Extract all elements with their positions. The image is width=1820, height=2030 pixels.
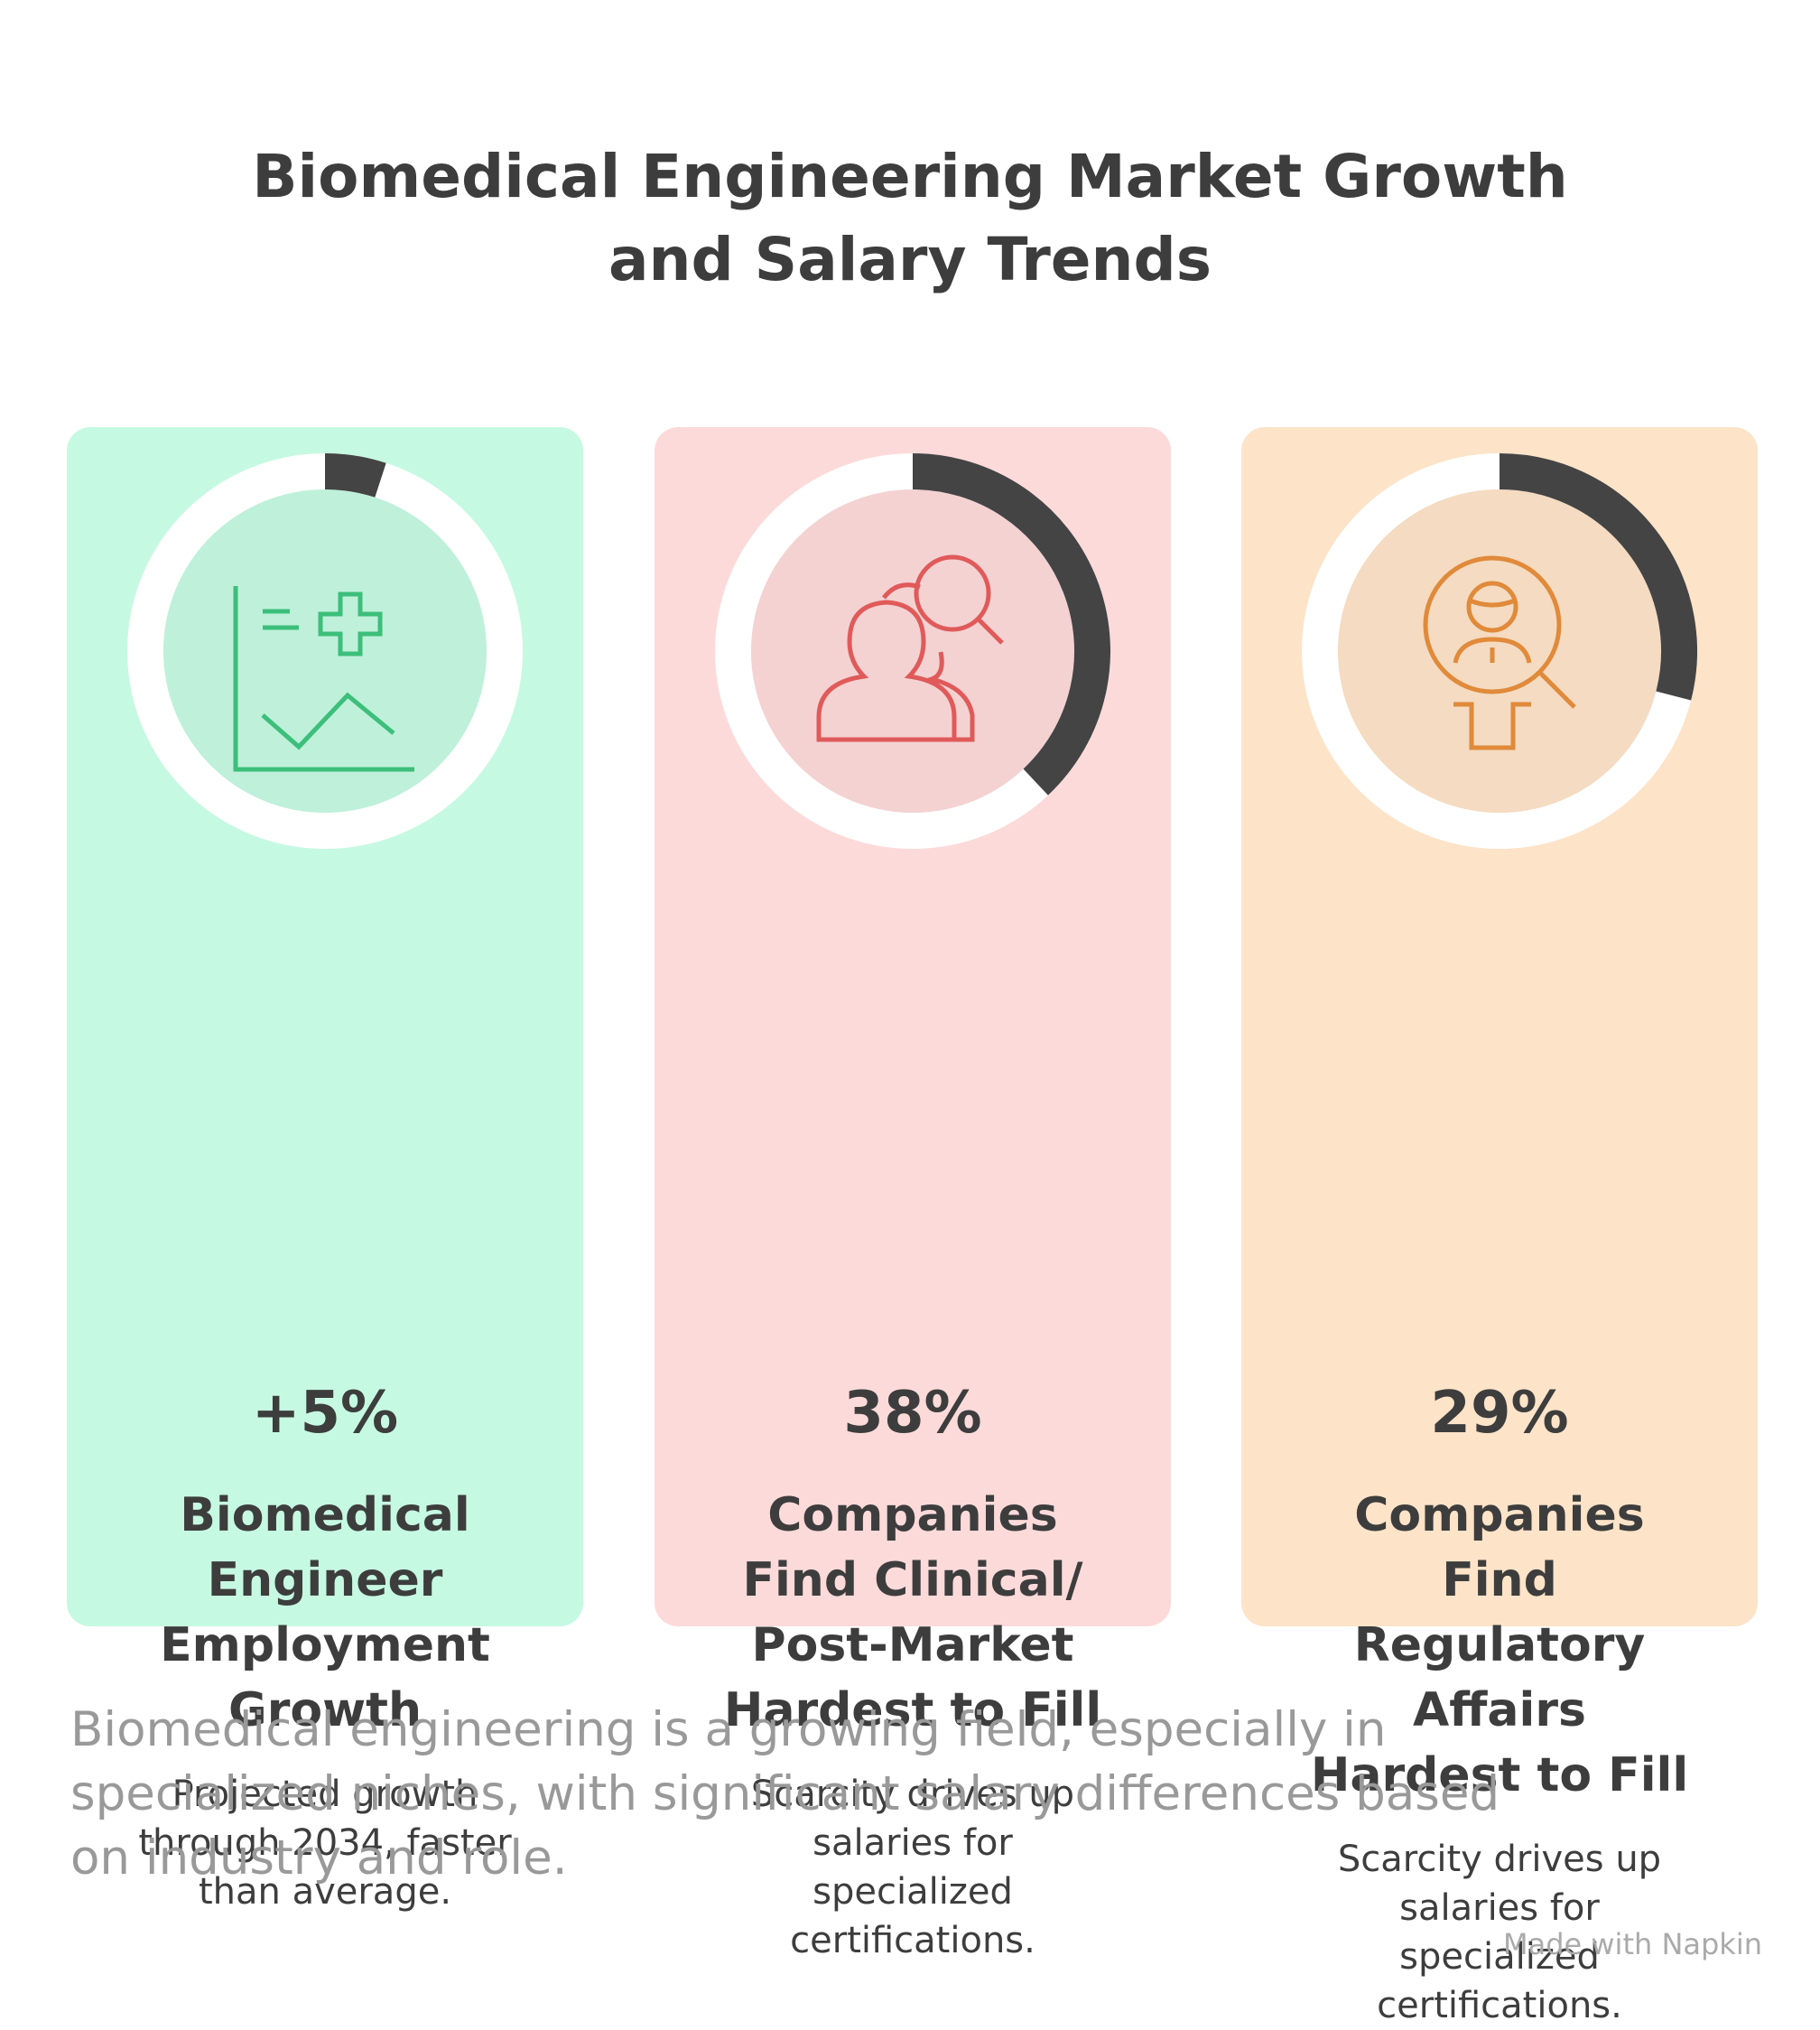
icon	[233, 586, 414, 772]
card: 38% Companies Find Clinical/ Post-Market …	[655, 427, 1171, 1961]
credit: Made with Napkin	[1502, 1927, 1762, 1961]
footer-text: Biomedical engineering is a growing fiel…	[70, 1702, 1500, 1886]
donut-arc	[324, 453, 386, 498]
donut-arc	[1499, 453, 1697, 701]
value-label: 38%	[843, 1380, 982, 1447]
donut-center	[1338, 489, 1661, 813]
donut-center	[751, 489, 1074, 813]
value-label: 29%	[1430, 1380, 1569, 1447]
donut-center	[163, 489, 487, 813]
donut	[715, 453, 1110, 849]
value-label: +5%	[251, 1380, 399, 1447]
card-title: Companies Find Clinical/ Post-Market Har…	[723, 1488, 1102, 1737]
icon	[1423, 555, 1576, 750]
donut-arc	[912, 453, 1110, 796]
card-title: Companies Find Regulatory Affairs Hardes…	[1310, 1488, 1689, 1802]
card-text: Projected growth through 2034, faster th…	[138, 1774, 512, 1913]
donut	[1302, 453, 1697, 849]
card: +5% Biomedical Engineer Employment Growth…	[67, 427, 583, 1913]
card-title: Biomedical Engineer Employment Growth	[160, 1488, 490, 1737]
title: Biomedical Engineering Market Growth and…	[252, 142, 1568, 294]
card-text: Scarcity drives up salaries for speciali…	[750, 1774, 1075, 1961]
icon	[816, 554, 1004, 742]
donut	[127, 453, 523, 849]
card: 29% Companies Find Regulatory Affairs Har…	[1241, 427, 1758, 2026]
